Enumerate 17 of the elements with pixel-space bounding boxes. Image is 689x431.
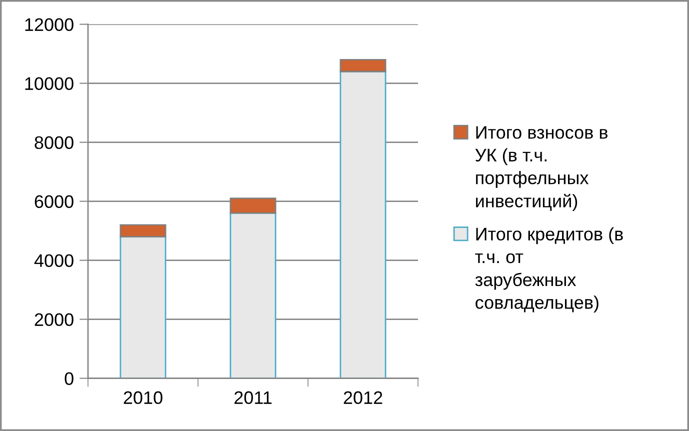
y-tick-label: 0 (64, 372, 74, 386)
bar (340, 70, 386, 378)
x-tick-label: 2011 (234, 391, 272, 404)
y-tick-label: 10000 (25, 77, 74, 90)
y-tick-label: 4000 (34, 254, 74, 268)
y-tick-label: 8000 (34, 136, 74, 150)
x-tick-label: 2010 (124, 391, 162, 404)
legend-label: Итого кредитов (в т.ч. от зарубежных совладельцев) (475, 227, 623, 312)
y-tick-label: 2000 (34, 313, 74, 326)
y-tick-label: 6000 (34, 195, 74, 208)
bar (340, 59, 386, 72)
y-tick-label: 12000 (25, 18, 74, 32)
legend-label: Итого взносов в УК (в т.ч. портфельных инвестиций) (475, 126, 608, 211)
bar (120, 224, 166, 238)
x-tick-label: 2012 (344, 391, 382, 404)
bar (120, 236, 166, 378)
bar (230, 212, 276, 378)
